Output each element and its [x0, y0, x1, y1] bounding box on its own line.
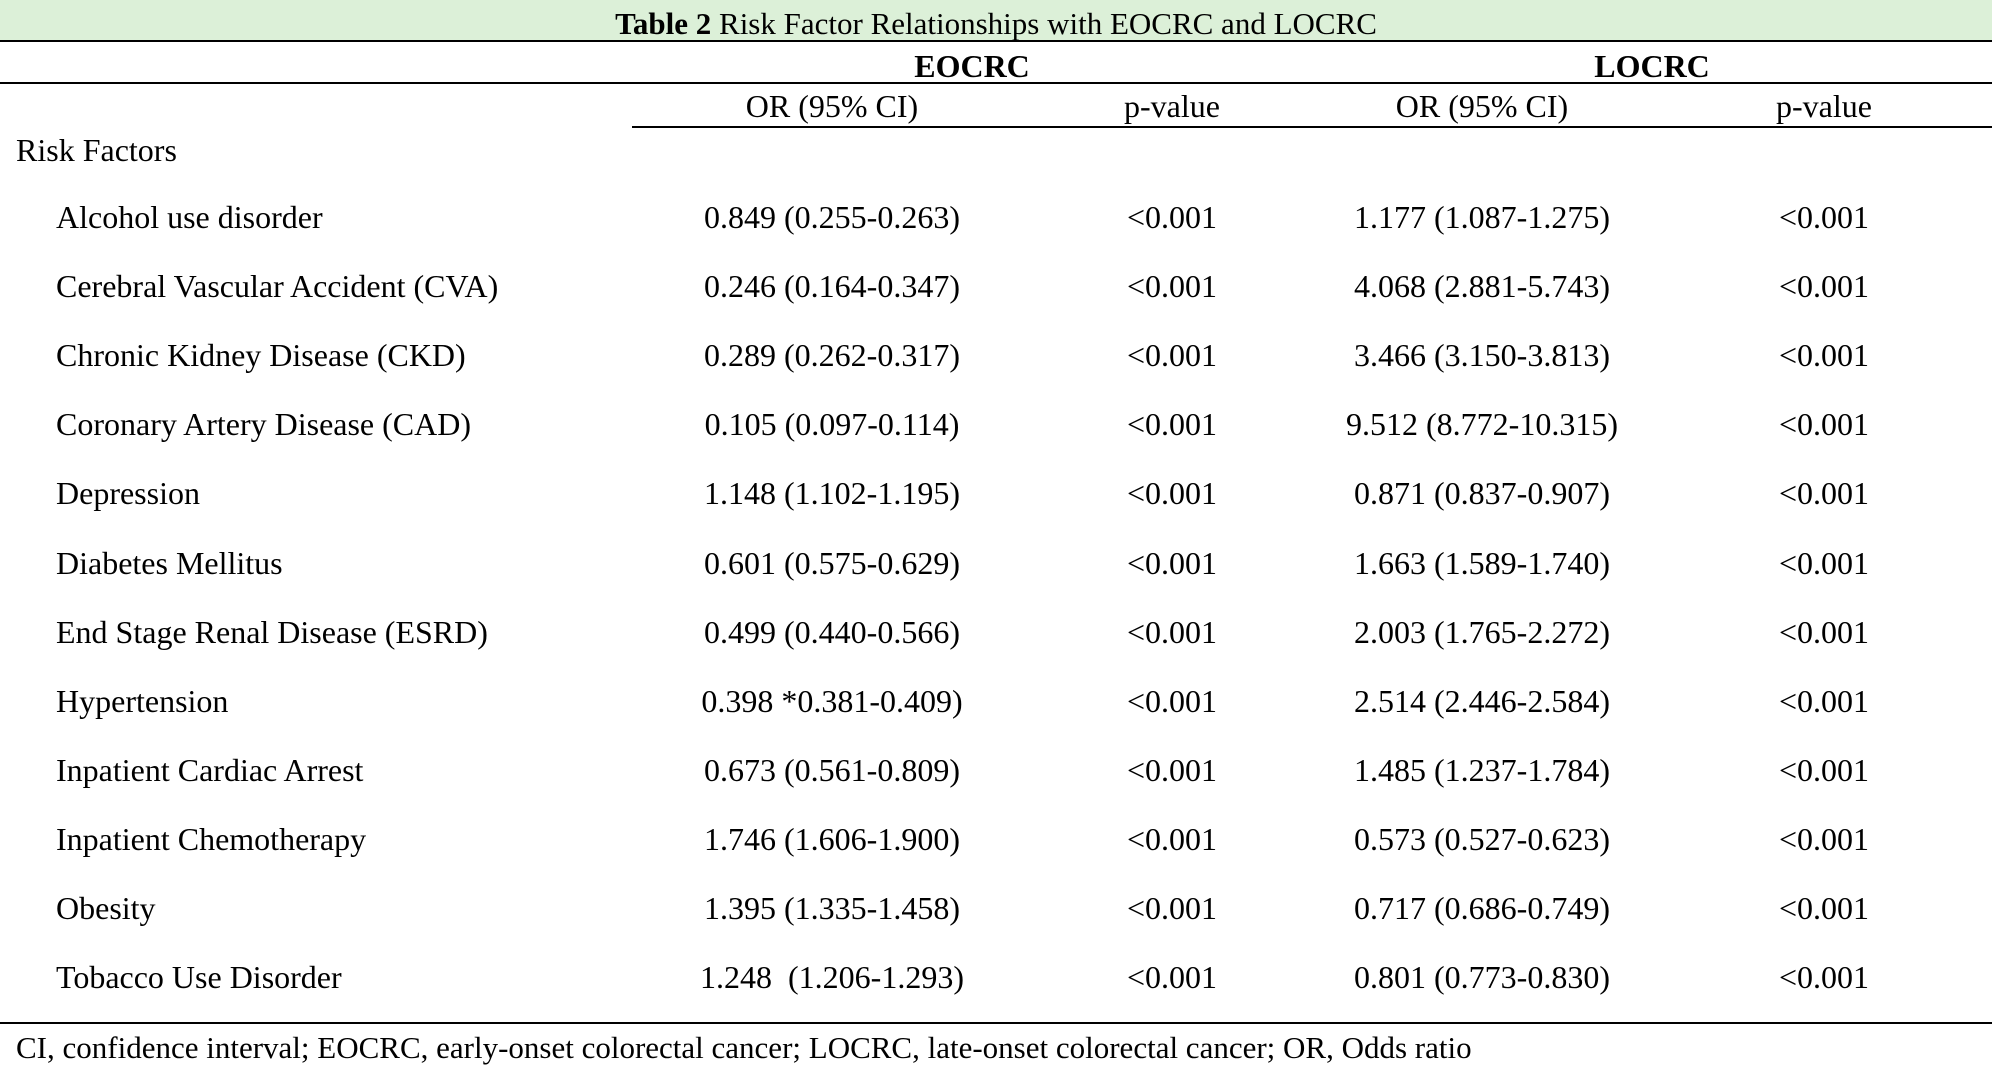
eocrc-p-value: <0.001: [1126, 475, 1218, 512]
locrc-p-value: <0.001: [1778, 820, 1870, 857]
eocrc-odds-ratio: 0.289 (0.262-0.317): [704, 337, 960, 374]
table-row: Inpatient Cardiac Arrest 0.673 (0.561-0.8…: [0, 736, 1992, 805]
risk-factor-name: Obesity: [56, 890, 156, 926]
eocrc-p-value: <0.001: [1126, 337, 1218, 374]
locrc-p-value: <0.001: [1778, 682, 1870, 719]
risk-factor-name: Diabetes Mellitus: [56, 544, 283, 581]
locrc-p-value: <0.001: [1778, 751, 1870, 788]
risk-factor-name: Hypertension: [56, 682, 229, 719]
locrc-odds-ratio: 4.068 (2.881-5.743): [1354, 268, 1610, 305]
locrc-odds-ratio: 9.512 (8.772-10.315): [1346, 406, 1618, 443]
eocrc-odds-ratio: 1.746 (1.606-1.900): [704, 820, 960, 857]
section-label-risk-factors: Risk Factors: [16, 132, 177, 168]
locrc-p-value: <0.001: [1778, 406, 1870, 443]
group-header-locrc: LOCRC: [1594, 48, 1710, 84]
column-header-locrc-or: OR (95% CI): [1395, 88, 1569, 124]
locrc-p-value: <0.001: [1778, 613, 1870, 650]
eocrc-odds-ratio: 0.673 (0.561-0.809): [704, 751, 960, 788]
eocrc-odds-ratio: 0.849 (0.255-0.263): [704, 199, 960, 235]
table-bottom-rule: [0, 1022, 1992, 1024]
eocrc-p-value: <0.001: [1126, 820, 1218, 857]
risk-factor-name: Cerebral Vascular Accident (CVA): [56, 268, 499, 305]
group-header-eocrc: EOCRC: [914, 48, 1030, 84]
eocrc-odds-ratio: 0.398 *0.381-0.409): [701, 682, 963, 719]
locrc-odds-ratio: 2.514 (2.446-2.584): [1354, 682, 1610, 719]
risk-factor-name: Chronic Kidney Disease (CKD): [56, 337, 466, 374]
risk-factor-name: Tobacco Use Disorder: [56, 959, 342, 996]
risk-factor-name: Inpatient Cardiac Arrest: [56, 751, 364, 788]
locrc-p-value: <0.001: [1778, 199, 1870, 235]
eocrc-odds-ratio: 1.148 (1.102-1.195): [704, 475, 960, 512]
eocrc-p-value: <0.001: [1126, 751, 1218, 788]
table-row: Hypertension 0.398 *0.381-0.409) <0.001 2.5…: [0, 667, 1992, 736]
risk-factor-name: Depression: [56, 475, 200, 512]
locrc-odds-ratio: 0.573 (0.527-0.623): [1354, 820, 1610, 857]
eocrc-p-value: <0.001: [1126, 890, 1218, 926]
table-row: Alcohol use disorder 0.849 (0.255-0.263) <…: [0, 183, 1992, 252]
table-row: Chronic Kidney Disease (CKD) 0.289 (0.262…: [0, 321, 1992, 390]
locrc-odds-ratio: 0.801 (0.773-0.830): [1354, 959, 1610, 996]
locrc-p-value: <0.001: [1778, 959, 1870, 996]
table-row: Coronary Artery Disease (CAD) 0.105 (0.09…: [0, 390, 1992, 459]
risk-factor-name: Alcohol use disorder: [56, 199, 323, 235]
locrc-odds-ratio: 2.003 (1.765-2.272): [1354, 613, 1610, 650]
locrc-p-value: <0.001: [1778, 475, 1870, 512]
table-row: Obesity 1.395 (1.335-1.458) <0.001 0.717 (0…: [0, 874, 1992, 943]
locrc-odds-ratio: 0.871 (0.837-0.907): [1354, 475, 1610, 512]
eocrc-p-value: <0.001: [1126, 544, 1218, 581]
locrc-p-value: <0.001: [1778, 337, 1870, 374]
eocrc-odds-ratio: 1.395 (1.335-1.458): [704, 890, 960, 926]
eocrc-odds-ratio: 0.105 (0.097-0.114): [704, 406, 960, 443]
table-number: Table 2: [615, 6, 712, 41]
locrc-odds-ratio: 1.485 (1.237-1.784): [1354, 751, 1610, 788]
column-header-eocrc-p: p-value: [1124, 88, 1220, 124]
column-header-locrc-p: p-value: [1776, 88, 1872, 124]
locrc-p-value: <0.001: [1778, 544, 1870, 581]
locrc-odds-ratio: 0.717 (0.686-0.749): [1354, 890, 1610, 926]
table-title: Table 2 Risk Factor Relationships with E…: [0, 0, 1992, 42]
eocrc-p-value: <0.001: [1126, 199, 1218, 235]
risk-factor-name: End Stage Renal Disease (ESRD): [56, 613, 488, 650]
eocrc-p-value: <0.001: [1126, 959, 1218, 996]
table-row: Tobacco Use Disorder 1.248 (1.206-1.293) <…: [0, 943, 1992, 1012]
eocrc-p-value: <0.001: [1126, 682, 1218, 719]
table-footnote: CI, confidence interval; EOCRC, early-on…: [16, 1030, 1472, 1065]
locrc-p-value: <0.001: [1778, 890, 1870, 926]
column-header-eocrc-or: OR (95% CI): [745, 88, 919, 124]
risk-factor-name: Inpatient Chemotherapy: [56, 820, 367, 857]
eocrc-odds-ratio: 0.499 (0.440-0.566): [704, 613, 960, 650]
locrc-odds-ratio: 1.663 (1.589-1.740): [1354, 544, 1610, 581]
column-header-rule: [632, 126, 1992, 128]
table-caption: Risk Factor Relationships with EOCRC and…: [711, 6, 1377, 41]
table-row: End Stage Renal Disease (ESRD) 0.499 (0.4…: [0, 598, 1992, 667]
eocrc-odds-ratio: 0.601 (0.575-0.629): [704, 544, 960, 581]
eocrc-odds-ratio: 1.248 (1.206-1.293): [700, 959, 964, 996]
table-row: Depression 1.148 (1.102-1.195) <0.001 0.871…: [0, 459, 1992, 528]
risk-factor-name: Coronary Artery Disease (CAD): [56, 406, 471, 443]
eocrc-p-value: <0.001: [1126, 268, 1218, 305]
eocrc-p-value: <0.001: [1126, 613, 1218, 650]
table-row: Diabetes Mellitus 0.601 (0.575-0.629) <0.0…: [0, 529, 1992, 598]
locrc-odds-ratio: 3.466 (3.150-3.813): [1354, 337, 1610, 374]
locrc-p-value: <0.001: [1778, 268, 1870, 305]
table-row: Cerebral Vascular Accident (CVA) 0.246 (0…: [0, 252, 1992, 321]
eocrc-p-value: <0.001: [1126, 406, 1218, 443]
table-row: Inpatient Chemotherapy 1.746 (1.606-1.900…: [0, 805, 1992, 874]
eocrc-odds-ratio: 0.246 (0.164-0.347): [704, 268, 960, 305]
locrc-odds-ratio: 1.177 (1.087-1.275): [1354, 199, 1610, 235]
group-header-rule: [0, 82, 1992, 84]
